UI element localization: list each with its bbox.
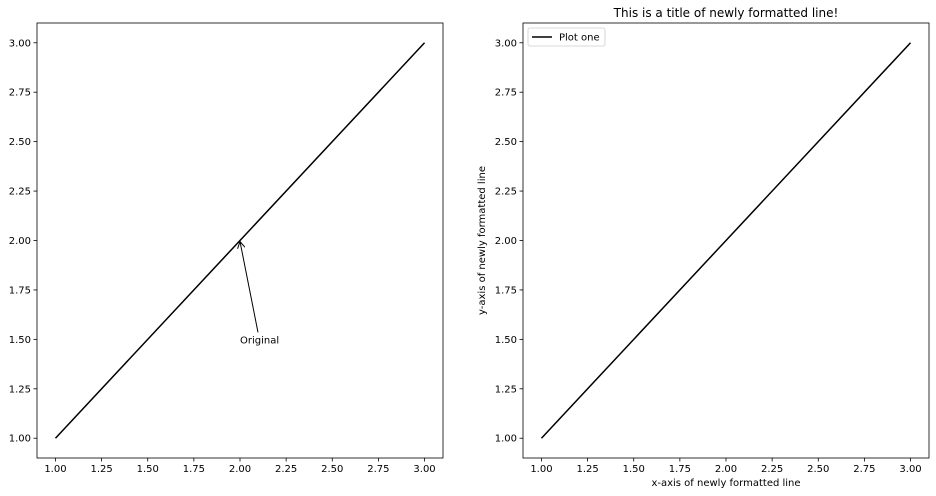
x-tick-label: 2.25 <box>275 464 297 475</box>
x-tick-label: 3.00 <box>413 464 435 475</box>
series-line <box>54 42 426 439</box>
x-tick-label: 2.00 <box>229 464 251 475</box>
annotation-arrow <box>240 242 259 333</box>
y-tick-label: 2.50 <box>9 137 31 148</box>
x-tick-label: 2.75 <box>853 464 875 475</box>
x-tick-label: 2.00 <box>715 464 737 475</box>
x-tick-label: 1.00 <box>44 464 66 475</box>
y-tick-label: 1.25 <box>9 384 31 395</box>
series-line-plot-one <box>540 42 912 439</box>
x-tick-label: 1.75 <box>669 464 691 475</box>
x-axis-label: x-axis of newly formatted line <box>651 478 800 489</box>
x-tick-label: 1.50 <box>623 464 645 475</box>
y-tick-label: 3.00 <box>495 38 517 49</box>
y-tick-label: 2.25 <box>9 187 31 198</box>
y-tick-label: 2.00 <box>9 236 31 247</box>
x-tick-label: 2.75 <box>367 464 389 475</box>
x-tick-label: 2.50 <box>807 464 829 475</box>
y-tick-label: 1.75 <box>9 285 31 296</box>
legend: Plot one <box>527 27 606 47</box>
x-tick-label: 1.25 <box>576 464 598 475</box>
x-tick-label: 2.25 <box>761 464 783 475</box>
y-tick-label: 1.00 <box>9 434 31 445</box>
y-tick-label: 2.25 <box>495 187 517 198</box>
y-tick-label: 1.75 <box>495 285 517 296</box>
y-tick-label: 1.25 <box>495 384 517 395</box>
x-tick-label: 1.00 <box>530 464 552 475</box>
y-tick-label: 2.00 <box>495 236 517 247</box>
y-tick-label: 2.75 <box>495 88 517 99</box>
x-tick-label: 3.00 <box>899 464 921 475</box>
y-tick-label: 1.50 <box>9 335 31 346</box>
x-tick-label: 2.50 <box>321 464 343 475</box>
y-tick-label: 2.75 <box>9 88 31 99</box>
legend-box <box>527 27 606 47</box>
chart-2: 1.00 1.25 1.50 1.75 2.00 2.25 2.50 2.75 3.00 1.00… <box>477 6 930 489</box>
y-tick-label: 2.50 <box>495 137 517 148</box>
x-tick-label: 1.25 <box>90 464 112 475</box>
y-axis-label: y-axis of newly formatted line <box>477 166 488 315</box>
legend-label: Plot one <box>559 33 600 44</box>
annotation-label: Original <box>240 335 279 346</box>
y-tick-label: 3.00 <box>9 38 31 49</box>
chart-title: This is a title of newly formatted line! <box>613 6 839 20</box>
chart-1: 1.00 1.25 1.50 1.75 2.00 2.25 2.50 2.75 3.00 1.00… <box>9 22 444 475</box>
x-tick-label: 1.50 <box>137 464 159 475</box>
y-tick-label: 1.50 <box>495 335 517 346</box>
x-tick-label: 1.75 <box>183 464 205 475</box>
y-tick-label: 1.00 <box>495 434 517 445</box>
